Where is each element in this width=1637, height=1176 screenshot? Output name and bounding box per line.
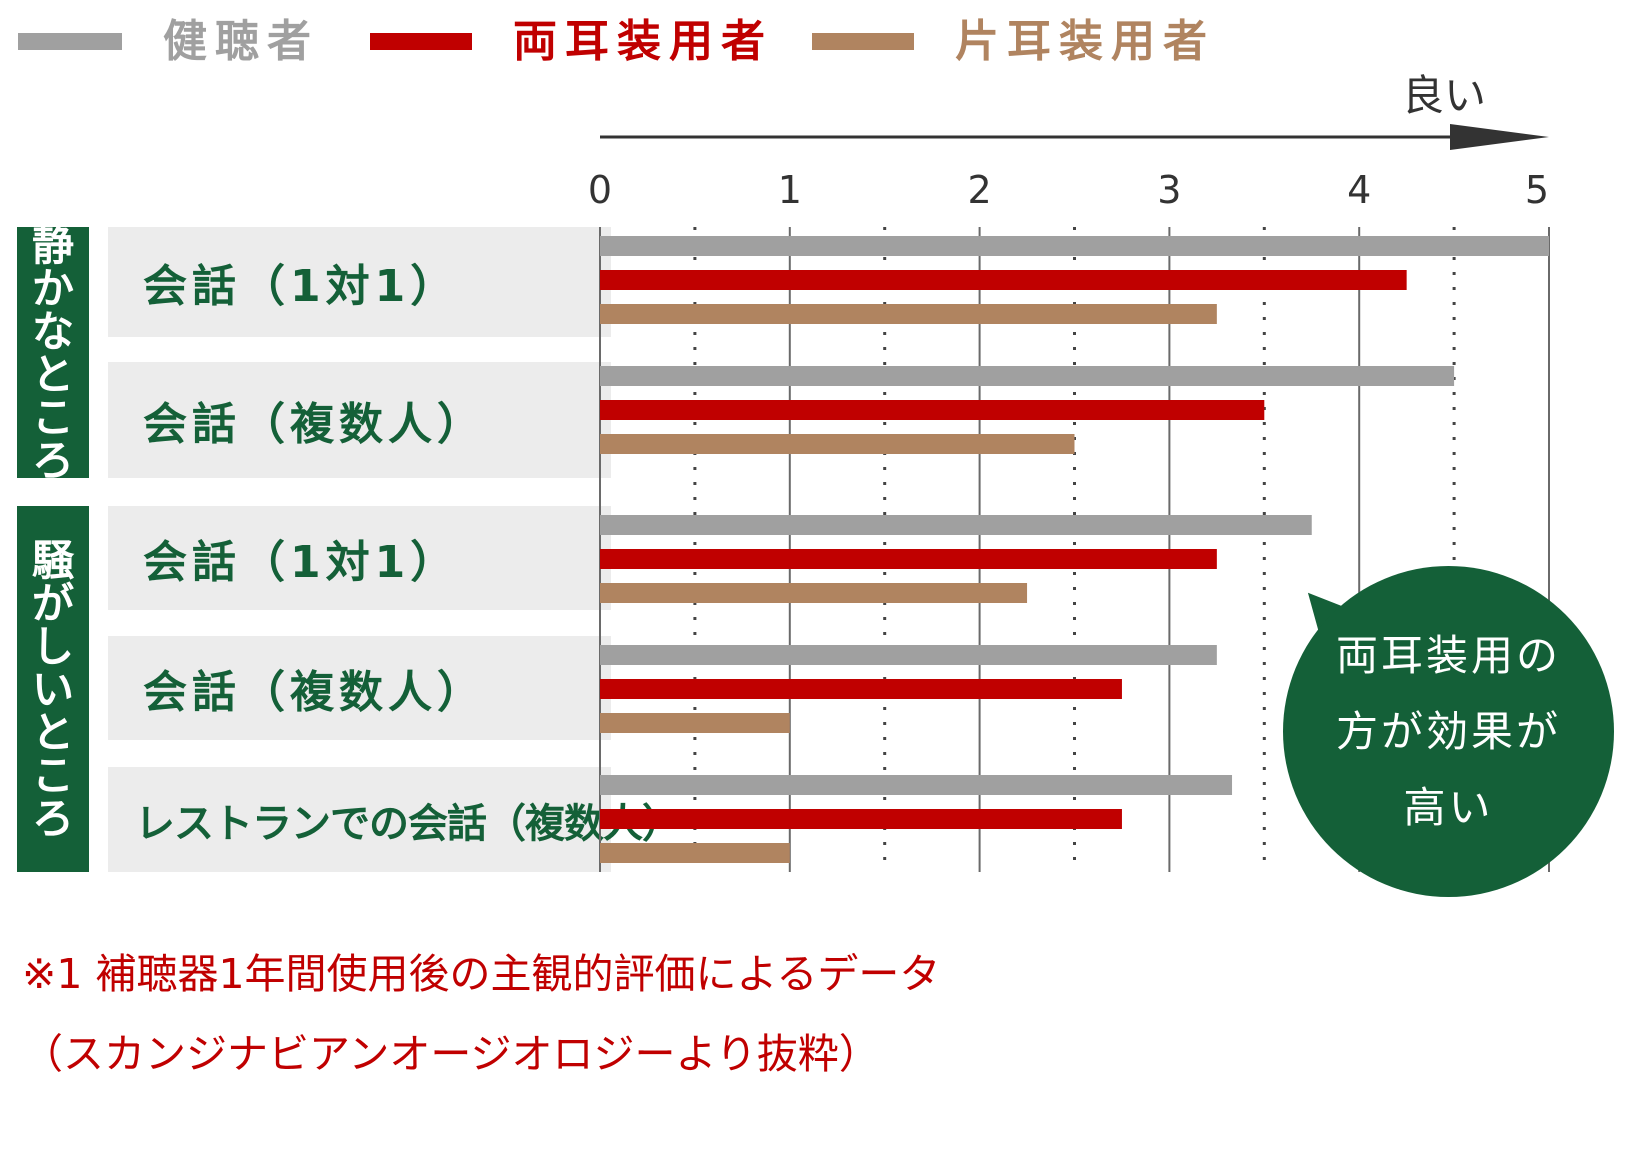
bar-binaural — [600, 809, 1122, 829]
x-tick-label: 5 — [1525, 168, 1549, 212]
legend: 健聴者 両耳装用者 片耳装用者 — [0, 0, 1637, 90]
bar-binaural — [600, 549, 1217, 569]
x-tick-label: 1 — [778, 168, 802, 212]
bar-monaural — [600, 583, 1028, 603]
bubble-line: 両耳装用の — [1335, 630, 1561, 680]
source-note: （スカンジナビアンオージオロジーより抜粋） — [22, 1030, 880, 1078]
legend-swatch-monaural — [812, 33, 914, 50]
x-tick-label: 2 — [968, 168, 992, 212]
category-label: 会話（複数人） — [108, 636, 611, 740]
bubble-line: 方が効果が — [1335, 706, 1561, 756]
bar-hearing — [600, 645, 1217, 665]
bar-hearing — [600, 236, 1549, 256]
bar-binaural — [600, 679, 1122, 699]
bar-monaural — [600, 713, 790, 733]
group-label-noisy: 騒がしいところ — [17, 506, 89, 872]
annotation-bubble: 両耳装用の 方が効果が 高い — [1283, 566, 1614, 897]
bar-binaural — [600, 270, 1407, 290]
bar-monaural — [600, 304, 1217, 324]
group-label-quiet: 静かなところ — [17, 224, 89, 482]
direction-label: 良い — [1402, 71, 1487, 120]
category-label: 会話（1対1） — [108, 506, 611, 610]
legend-label-hearing: 健聴者 — [163, 16, 319, 67]
footnote: ※1 補聴器1年間使用後の主観的評価によるデータ — [22, 950, 941, 998]
legend-swatch-binaural — [370, 33, 472, 50]
x-tick-label: 3 — [1157, 168, 1181, 212]
direction-arrow-head — [1450, 124, 1549, 150]
bar-hearing — [600, 775, 1233, 795]
legend-label-binaural: 両耳装用者 — [513, 16, 773, 67]
bar-hearing — [600, 366, 1455, 386]
x-tick-label: 4 — [1347, 168, 1371, 212]
bar-monaural — [600, 843, 790, 863]
category-label: レストランでの会話（複数人） — [108, 767, 682, 872]
x-tick-label: 0 — [588, 168, 612, 212]
bar-binaural — [600, 400, 1265, 420]
legend-label-monaural: 片耳装用者 — [955, 16, 1215, 67]
category-label: 会話（複数人） — [108, 362, 611, 478]
bar-monaural — [600, 434, 1075, 454]
bubble-line: 高い — [1403, 782, 1494, 832]
bar-hearing — [600, 515, 1312, 535]
legend-swatch-hearing — [18, 33, 122, 50]
category-label: 会話（1対1） — [108, 227, 611, 337]
